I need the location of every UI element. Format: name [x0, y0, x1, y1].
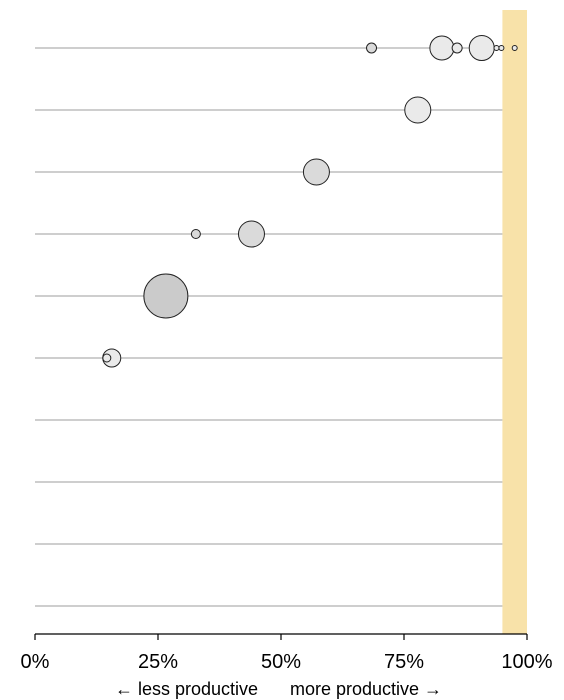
data-point [511, 45, 518, 51]
highlight-band [502, 10, 527, 634]
data-point [366, 42, 378, 54]
x-axis-ticks [34, 634, 528, 640]
data-point [102, 353, 112, 363]
x-tick-labels: 0% 25% 50% 75% 100% [21, 651, 553, 673]
axis-note-less-productive: ← less productive [115, 679, 258, 699]
data-point [493, 45, 500, 51]
row-gridlines [35, 47, 503, 607]
x-tick-label: 25% [138, 651, 178, 673]
data-point [498, 45, 505, 51]
data-point [302, 158, 330, 186]
x-tick-label: 75% [384, 651, 424, 673]
data-point [451, 42, 463, 54]
data-point [404, 96, 432, 124]
data-point [143, 273, 189, 319]
data-point [429, 35, 455, 61]
data-point [237, 220, 265, 248]
axis-note-more-productive: more productive → [290, 679, 442, 699]
data-point [190, 229, 201, 239]
x-tick-label: 0% [21, 651, 50, 673]
data-points [102, 35, 518, 368]
x-tick-label: 100% [501, 651, 552, 673]
x-tick-label: 50% [261, 651, 301, 673]
data-point [468, 35, 495, 61]
